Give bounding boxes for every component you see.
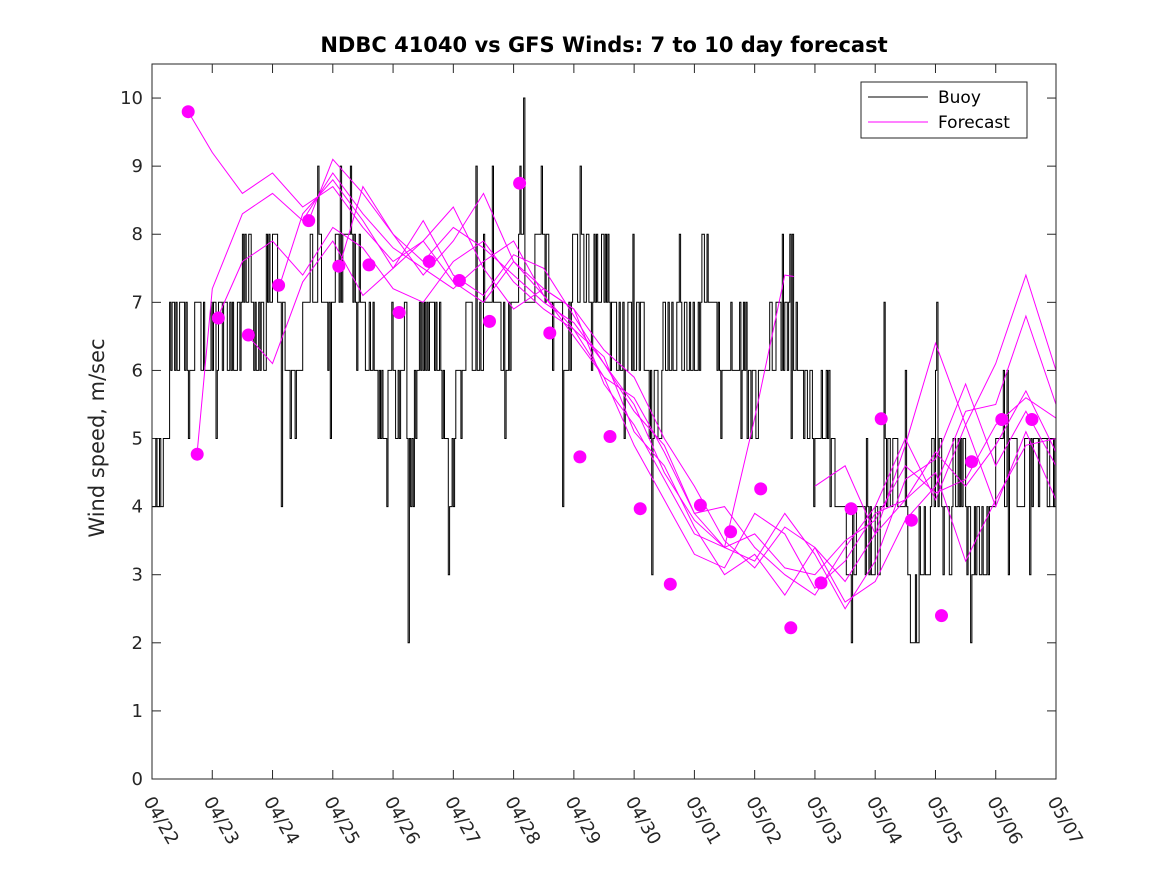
forecast-marker bbox=[181, 105, 195, 119]
y-tick-label: 10 bbox=[120, 88, 143, 109]
forecast-marker bbox=[693, 498, 707, 512]
y-tick-label: 1 bbox=[132, 701, 143, 722]
forecast-marker bbox=[422, 255, 436, 268]
buoy-line bbox=[152, 97, 1056, 644]
forecast-marker bbox=[784, 621, 798, 635]
y-tick-label: 8 bbox=[132, 224, 143, 245]
forecast-marker bbox=[190, 447, 204, 461]
forecast-run-line bbox=[278, 179, 1056, 603]
forecast-marker bbox=[874, 412, 888, 426]
forecast-marker bbox=[754, 482, 768, 496]
forecast-marker bbox=[452, 274, 466, 287]
forecast-marker bbox=[814, 576, 828, 590]
forecast-run-line bbox=[338, 185, 794, 549]
forecast-markers bbox=[181, 105, 1039, 635]
legend-forecast-label: Forecast bbox=[938, 113, 1010, 133]
forecast-marker bbox=[211, 311, 225, 325]
forecast-marker bbox=[483, 314, 496, 328]
y-tick-label: 5 bbox=[132, 429, 143, 450]
forecast-marker bbox=[1025, 413, 1039, 426]
forecast-marker bbox=[904, 513, 918, 527]
legend-buoy-label: Buoy bbox=[938, 88, 981, 108]
forecast-marker bbox=[302, 214, 316, 228]
forecast-run-line bbox=[196, 172, 1056, 590]
forecast-marker bbox=[965, 455, 979, 469]
forecast-marker bbox=[724, 525, 738, 539]
buoy-series bbox=[152, 97, 1056, 644]
forecast-marker bbox=[392, 306, 406, 319]
forecast-marker bbox=[603, 430, 617, 443]
forecast-marker bbox=[573, 450, 587, 464]
plot-area bbox=[152, 97, 1056, 644]
y-tick-label: 6 bbox=[132, 360, 143, 381]
chart-title: NDBC 41040 vs GFS Winds: 7 to 10 day for… bbox=[320, 33, 887, 57]
y-tick-label: 2 bbox=[132, 633, 143, 654]
forecast-marker bbox=[935, 609, 948, 623]
forecast-marker bbox=[362, 258, 376, 272]
legend-box bbox=[860, 81, 1028, 139]
legend: Buoy Forecast bbox=[860, 81, 1028, 139]
y-tick-label: 0 bbox=[132, 769, 143, 790]
forecast-marker bbox=[332, 259, 346, 273]
forecast-marker bbox=[995, 413, 1009, 426]
forecast-marker bbox=[513, 176, 527, 190]
forecast-marker bbox=[633, 502, 647, 516]
forecast-marker bbox=[663, 577, 677, 591]
y-tick-label: 4 bbox=[132, 497, 143, 518]
forecast-runs bbox=[187, 111, 1056, 610]
forecast-run-line bbox=[814, 341, 1056, 536]
y-tick-label: 3 bbox=[132, 565, 143, 586]
y-tick-label: 9 bbox=[132, 156, 143, 177]
forecast-marker bbox=[272, 278, 286, 292]
y-axis-label: Wind speed, m/sec bbox=[85, 338, 109, 537]
forecast-marker bbox=[543, 326, 557, 340]
forecast-marker bbox=[844, 502, 858, 516]
forecast-marker bbox=[241, 328, 255, 342]
forecast-run-line bbox=[217, 226, 1056, 596]
forecast-run-line bbox=[187, 111, 1056, 576]
y-tick-label: 7 bbox=[132, 292, 143, 313]
plot-frame bbox=[151, 63, 1057, 780]
